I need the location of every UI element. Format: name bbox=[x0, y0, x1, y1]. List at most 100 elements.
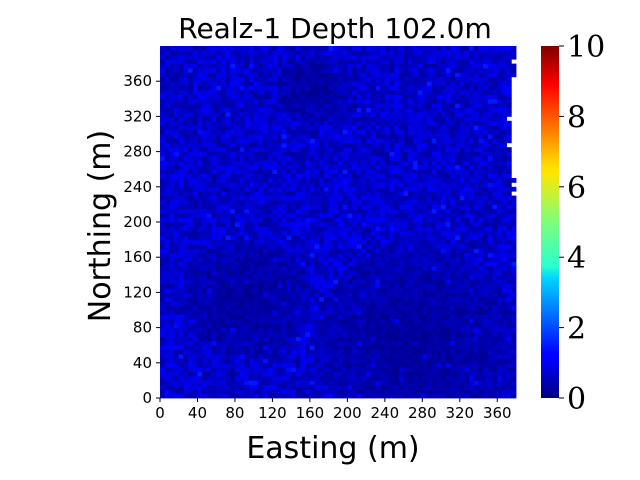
heatmap-cell bbox=[478, 393, 484, 399]
heatmap-cell bbox=[216, 230, 222, 236]
heatmap-cell bbox=[427, 248, 433, 254]
heatmap-cell bbox=[398, 318, 404, 324]
heatmap-cell bbox=[342, 358, 348, 364]
heatmap-cell bbox=[319, 318, 325, 324]
heatmap-cell bbox=[188, 332, 194, 337]
heatmap-cell bbox=[319, 164, 325, 170]
heatmap-cell bbox=[160, 305, 166, 311]
heatmap-cell bbox=[403, 314, 409, 320]
heatmap-cell bbox=[192, 134, 198, 139]
heatmap-cell bbox=[497, 349, 503, 355]
heatmap-cell bbox=[272, 191, 278, 196]
heatmap-cell bbox=[323, 305, 330, 311]
heatmap-cell bbox=[319, 336, 325, 342]
heatmap-cell bbox=[174, 305, 180, 311]
heatmap-cell bbox=[291, 323, 297, 328]
heatmap-cell bbox=[220, 292, 226, 298]
heatmap-cell bbox=[384, 257, 390, 262]
heatmap-cell bbox=[169, 296, 175, 302]
heatmap-cell bbox=[450, 283, 456, 289]
heatmap-cell bbox=[380, 230, 386, 236]
heatmap-cell bbox=[295, 301, 301, 306]
heatmap-cell bbox=[206, 371, 212, 377]
heatmap-cell bbox=[244, 112, 250, 117]
heatmap-cell bbox=[323, 345, 330, 350]
heatmap-cell bbox=[178, 252, 184, 258]
heatmap-cell bbox=[380, 314, 386, 320]
heatmap-cell bbox=[197, 235, 203, 240]
heatmap-cell bbox=[272, 173, 278, 179]
heatmap-cell bbox=[394, 327, 400, 333]
heatmap-cell bbox=[281, 182, 287, 188]
heatmap-cell bbox=[169, 239, 175, 245]
heatmap-cell bbox=[408, 226, 414, 232]
heatmap-cell bbox=[160, 173, 166, 179]
heatmap-cell bbox=[258, 191, 264, 196]
heatmap-cell bbox=[469, 340, 475, 346]
heatmap-cell bbox=[169, 134, 175, 139]
heatmap-cell bbox=[366, 186, 372, 192]
heatmap-cell bbox=[319, 305, 325, 311]
heatmap-cell bbox=[412, 305, 419, 311]
heatmap-cell bbox=[483, 393, 489, 399]
heatmap-cell bbox=[370, 274, 376, 280]
heatmap-cell bbox=[384, 156, 390, 161]
heatmap-cell bbox=[202, 376, 208, 381]
heatmap-cell bbox=[249, 208, 255, 214]
heatmap-cell bbox=[338, 200, 344, 205]
heatmap-cell bbox=[398, 164, 404, 170]
heatmap-cell bbox=[230, 327, 236, 333]
heatmap-cell bbox=[239, 336, 245, 342]
heatmap-cell bbox=[501, 200, 508, 205]
heatmap-cell bbox=[450, 279, 456, 284]
heatmap-cell bbox=[487, 204, 493, 210]
heatmap-cell bbox=[160, 186, 166, 192]
heatmap-cell bbox=[464, 116, 470, 122]
heatmap-cell bbox=[253, 208, 259, 214]
heatmap-cell bbox=[258, 292, 264, 298]
heatmap-cell bbox=[309, 323, 315, 328]
heatmap-cell bbox=[281, 367, 287, 372]
heatmap-cell bbox=[281, 380, 287, 386]
heatmap-cell bbox=[427, 164, 433, 170]
heatmap-cell bbox=[361, 349, 367, 355]
heatmap-cell bbox=[501, 345, 508, 350]
heatmap-cell bbox=[295, 248, 301, 254]
heatmap-cell bbox=[319, 279, 325, 284]
heatmap-cell bbox=[234, 112, 241, 117]
heatmap-cell bbox=[389, 318, 395, 324]
heatmap-cell bbox=[319, 362, 325, 368]
heatmap-cell bbox=[469, 107, 475, 113]
heatmap-cell bbox=[206, 213, 212, 218]
heatmap-cell bbox=[478, 244, 484, 249]
heatmap-cell bbox=[478, 156, 484, 161]
heatmap-cell bbox=[436, 164, 442, 170]
heatmap-cell bbox=[169, 125, 175, 130]
heatmap-cell bbox=[370, 230, 376, 236]
heatmap-cell bbox=[234, 151, 241, 157]
heatmap-cell bbox=[263, 318, 269, 324]
heatmap-cell bbox=[295, 151, 301, 157]
heatmap-cell bbox=[178, 301, 184, 306]
heatmap-cell bbox=[412, 213, 419, 218]
heatmap-cell bbox=[328, 336, 334, 342]
heatmap-cell bbox=[441, 164, 447, 170]
heatmap-cell bbox=[483, 156, 489, 161]
heatmap-cell bbox=[263, 217, 269, 223]
heatmap-cell bbox=[338, 336, 344, 342]
heatmap-cell bbox=[263, 169, 269, 174]
heatmap-cell bbox=[361, 371, 367, 377]
heatmap-cell bbox=[511, 261, 517, 267]
heatmap-cell bbox=[459, 376, 465, 381]
heatmap-cell bbox=[333, 354, 339, 359]
heatmap-cell bbox=[239, 389, 245, 394]
heatmap-cell bbox=[389, 367, 395, 372]
heatmap-cell bbox=[506, 336, 512, 342]
heatmap-cell bbox=[408, 384, 414, 390]
heatmap-cell bbox=[197, 244, 203, 249]
heatmap-cell bbox=[469, 156, 475, 161]
heatmap-cell bbox=[244, 160, 250, 166]
heatmap-cell bbox=[487, 186, 493, 192]
heatmap-cell bbox=[366, 345, 372, 350]
heatmap-cell bbox=[403, 107, 409, 113]
